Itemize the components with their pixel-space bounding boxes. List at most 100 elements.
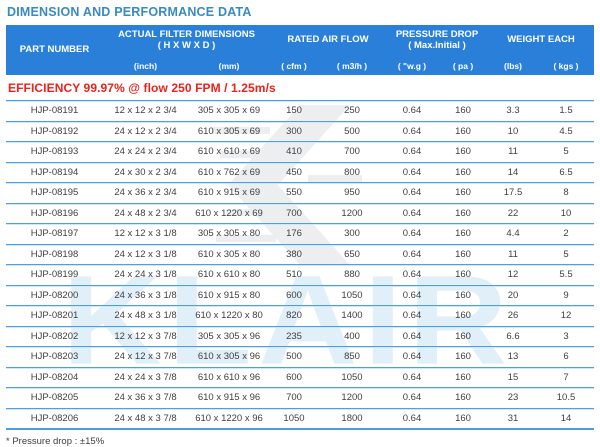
cell-weight-lbs: 3.3 bbox=[506, 105, 520, 117]
cell-weight-lbs: 23 bbox=[507, 392, 519, 404]
table-row: HJP-08206 24 x 48 x 3 7/8 610 x 1220 x 9… bbox=[6, 407, 594, 429]
efficiency-note: EFFICIENCY 99.97% @ flow 250 FPM / 1.25m… bbox=[8, 80, 276, 95]
cell-weight-lbs: 12 bbox=[507, 269, 519, 281]
cell-part-number: HJP-08197 bbox=[30, 228, 79, 240]
cell-weight-lbs: 11 bbox=[508, 146, 518, 158]
cell-part-number: HJP-08203 bbox=[30, 351, 79, 363]
cell-dimensions-mm: 610 x 305 x 80 bbox=[197, 248, 261, 260]
cell-part-number: HJP-08200 bbox=[30, 289, 79, 301]
cell-dimensions-mm: 610 x 1220 x 69 bbox=[195, 207, 263, 219]
cell-weight-kgs: 5.5 bbox=[559, 269, 573, 281]
page-title: DIMENSION AND PERFORMANCE DATA bbox=[7, 5, 252, 19]
cell-weight-kgs: 14 bbox=[560, 412, 572, 424]
cell-pressure-pa: 160 bbox=[455, 105, 471, 117]
cell-pressure-pa: 160 bbox=[455, 351, 471, 363]
table-row: HJP-08198 24 x 12 x 3 1/8 610 x 305 x 80… bbox=[6, 243, 594, 265]
cell-weight-lbs: 14 bbox=[507, 166, 519, 178]
cell-pressure-pa: 160 bbox=[455, 228, 471, 240]
cell-weight-lbs: 13 bbox=[507, 351, 519, 363]
table-row: HJP-08196 24 x 48 x 2 3/4 610 x 1220 x 6… bbox=[6, 202, 594, 224]
table-row: HJP-08191 12 x 12 x 2 3/4 305 x 305 x 69… bbox=[6, 100, 594, 121]
cell-airflow-m3h: 700 bbox=[344, 146, 360, 158]
cell-dimensions-inch: 12 x 12 x 3 7/8 bbox=[114, 330, 177, 342]
cell-pressure-pa: 160 bbox=[455, 146, 471, 158]
cell-pressure-pa: 160 bbox=[455, 371, 471, 383]
cell-part-number: HJP-08195 bbox=[30, 187, 79, 199]
cell-airflow-cfm: 510 bbox=[286, 269, 302, 281]
cell-pressure-wg: 0.64 bbox=[402, 289, 422, 301]
cell-dimensions-mm: 610 x 915 x 69 bbox=[197, 187, 261, 199]
cell-pressure-wg: 0.64 bbox=[402, 310, 422, 322]
cell-pressure-wg: 0.64 bbox=[402, 330, 422, 342]
cell-airflow-cfm: 410 bbox=[286, 146, 302, 158]
cell-dimensions-mm: 610 x 762 x 69 bbox=[197, 166, 261, 178]
cell-weight-lbs: 6.6 bbox=[506, 330, 520, 342]
cell-part-number: HJP-08204 bbox=[30, 371, 79, 383]
cell-pressure-wg: 0.64 bbox=[402, 228, 422, 240]
col-header-dimensions: ACTUAL FILTER DIMENSIONS ( H X W X D ) bbox=[118, 28, 255, 51]
cell-weight-kgs: 3 bbox=[563, 330, 569, 342]
cell-pressure-pa: 160 bbox=[455, 187, 471, 199]
cell-airflow-cfm: 300 bbox=[286, 125, 302, 137]
cell-weight-lbs: 15 bbox=[507, 371, 519, 383]
cell-airflow-m3h: 250 bbox=[344, 105, 360, 117]
cell-dimensions-inch: 24 x 36 x 3 1/8 bbox=[114, 289, 177, 301]
cell-weight-kgs: 8 bbox=[563, 187, 569, 199]
cell-dimensions-mm: 610 x 915 x 80 bbox=[197, 289, 261, 301]
cell-weight-kgs: 1.5 bbox=[559, 105, 573, 117]
cell-part-number: HJP-08198 bbox=[30, 248, 79, 260]
cell-part-number: HJP-08201 bbox=[30, 310, 79, 322]
cell-airflow-m3h: 300 bbox=[344, 228, 360, 240]
cell-pressure-pa: 160 bbox=[455, 330, 471, 342]
cell-dimensions-inch: 24 x 24 x 3 7/8 bbox=[114, 371, 177, 383]
cell-airflow-cfm: 600 bbox=[286, 289, 302, 301]
cell-airflow-cfm: 500 bbox=[286, 351, 302, 363]
cell-airflow-m3h: 1050 bbox=[341, 371, 363, 383]
cell-pressure-wg: 0.64 bbox=[402, 207, 422, 219]
cell-airflow-m3h: 850 bbox=[344, 351, 360, 363]
cell-airflow-cfm: 176 bbox=[286, 228, 302, 240]
cell-airflow-cfm: 380 bbox=[286, 248, 302, 260]
cell-airflow-m3h: 1800 bbox=[341, 412, 363, 424]
cell-airflow-m3h: 400 bbox=[344, 330, 360, 342]
cell-weight-kgs: 10 bbox=[560, 207, 572, 219]
table-row: HJP-08192 24 x 12 x 2 3/4 610 x 305 x 69… bbox=[6, 120, 594, 142]
cell-dimensions-inch: 24 x 48 x 3 1/8 bbox=[114, 310, 177, 322]
cell-airflow-m3h: 1400 bbox=[341, 310, 363, 322]
cell-dimensions-mm: 610 x 610 x 69 bbox=[197, 146, 261, 158]
cell-pressure-wg: 0.64 bbox=[402, 125, 422, 137]
table-row: HJP-08204 24 x 24 x 3 7/8 610 x 610 x 96… bbox=[6, 366, 594, 388]
unit-header-mm: (mm) bbox=[218, 60, 240, 71]
cell-airflow-cfm: 820 bbox=[286, 310, 302, 322]
col-header-weight-each: WEIGHT EACH bbox=[507, 34, 575, 46]
cell-dimensions-mm: 305 x 305 x 96 bbox=[197, 330, 261, 342]
cell-airflow-m3h: 1200 bbox=[341, 392, 363, 404]
cell-pressure-wg: 0.64 bbox=[402, 351, 422, 363]
cell-dimensions-mm: 610 x 1220 x 96 bbox=[195, 412, 263, 424]
cell-pressure-wg: 0.64 bbox=[402, 187, 422, 199]
cell-part-number: HJP-08196 bbox=[30, 207, 79, 219]
cell-pressure-wg: 0.64 bbox=[402, 412, 422, 424]
cell-weight-kgs: 10.5 bbox=[556, 392, 576, 404]
cell-weight-lbs: 31 bbox=[507, 412, 519, 424]
cell-pressure-wg: 0.64 bbox=[402, 269, 422, 281]
cell-dimensions-inch: 24 x 24 x 2 3/4 bbox=[114, 146, 177, 158]
cell-part-number: HJP-08205 bbox=[30, 392, 79, 404]
unit-header-pa: ( pa ) bbox=[452, 60, 474, 71]
cell-dimensions-mm: 305 x 305 x 80 bbox=[197, 228, 261, 240]
cell-dimensions-mm: 610 x 305 x 69 bbox=[197, 125, 261, 137]
cell-pressure-wg: 0.64 bbox=[402, 166, 422, 178]
col-header-part-number: PART NUMBER bbox=[19, 43, 90, 55]
cell-weight-kgs: 4.5 bbox=[559, 125, 573, 137]
cell-dimensions-mm: 610 x 305 x 96 bbox=[197, 351, 261, 363]
cell-part-number: HJP-08194 bbox=[30, 166, 79, 178]
table-row: HJP-08203 24 x 12 x 3 7/8 610 x 305 x 96… bbox=[6, 346, 594, 367]
cell-airflow-m3h: 1200 bbox=[341, 207, 363, 219]
cell-dimensions-inch: 24 x 24 x 3 1/8 bbox=[114, 269, 177, 281]
table-row: HJP-08202 12 x 12 x 3 7/8 305 x 305 x 96… bbox=[6, 325, 594, 347]
cell-pressure-pa: 160 bbox=[455, 125, 471, 137]
cell-pressure-pa: 160 bbox=[455, 392, 471, 404]
cell-part-number: HJP-08191 bbox=[30, 105, 79, 117]
table-row: HJP-08193 24 x 24 x 2 3/4 610 x 610 x 69… bbox=[6, 141, 594, 162]
cell-part-number: HJP-08192 bbox=[30, 125, 79, 137]
